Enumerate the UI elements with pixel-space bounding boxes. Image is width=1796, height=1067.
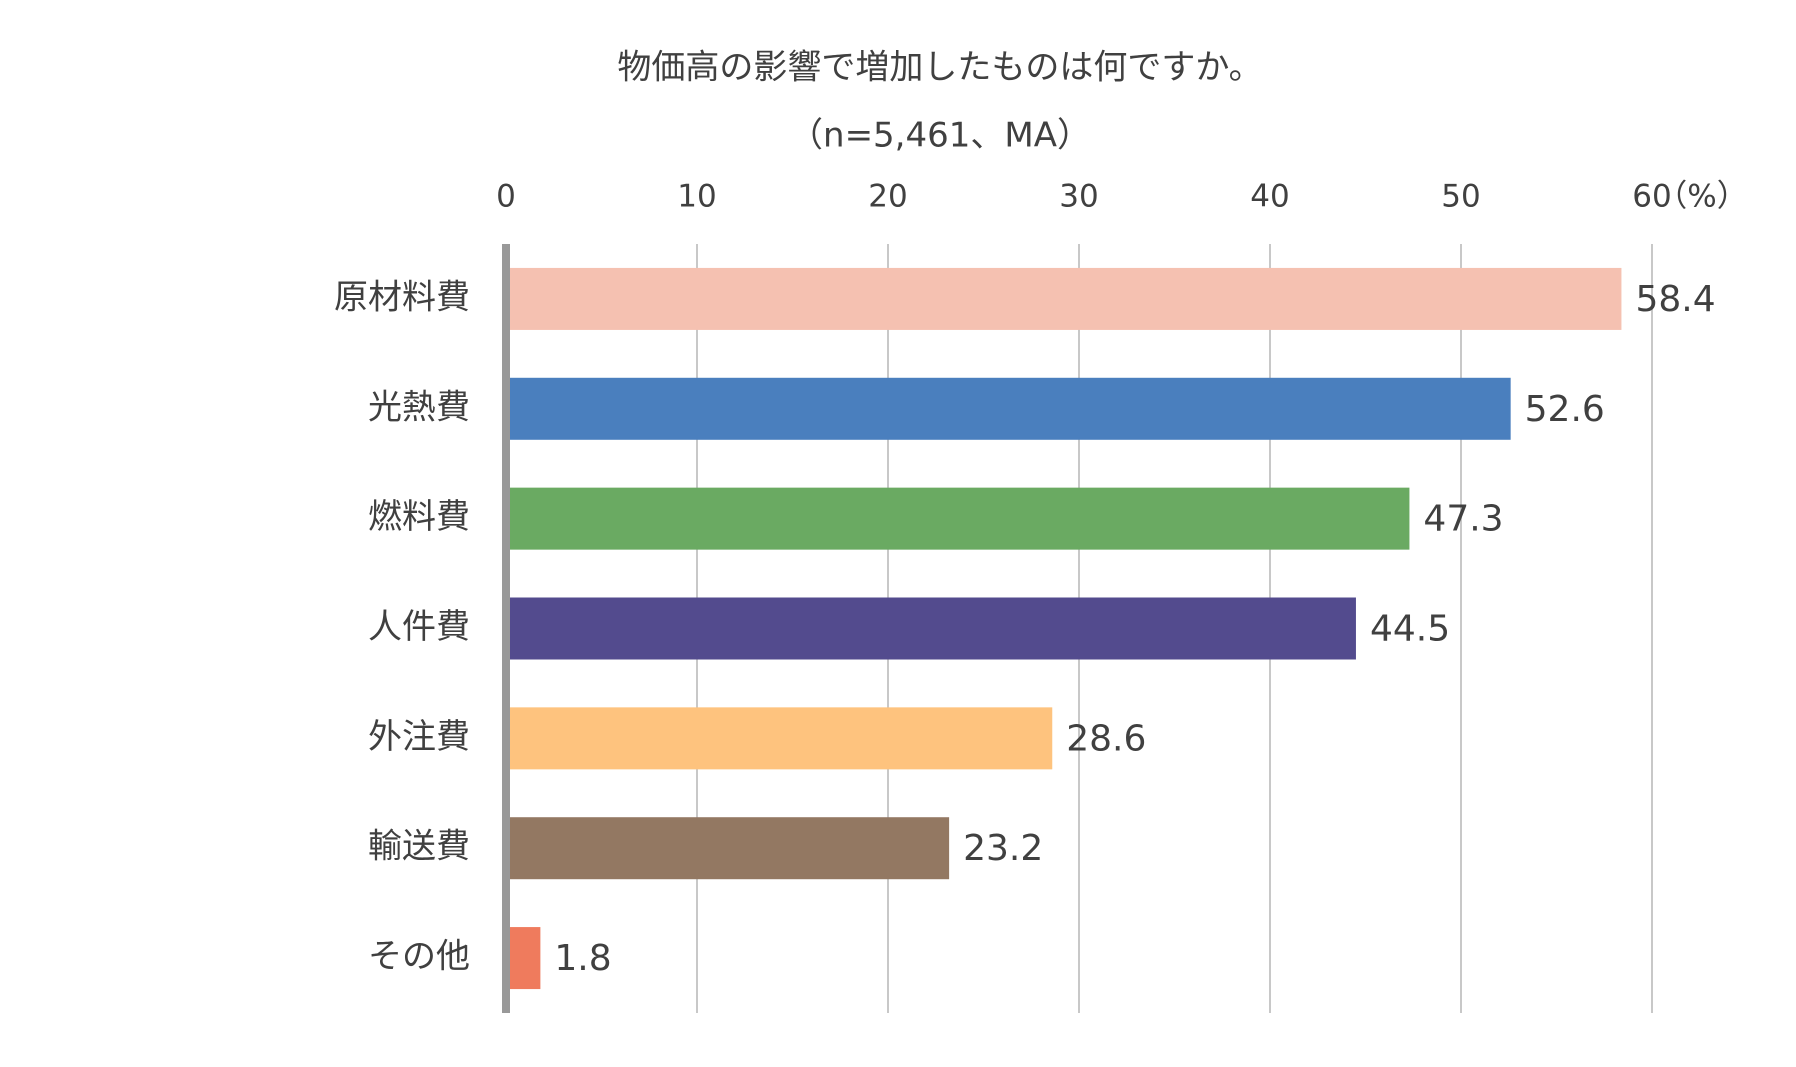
axis-unit: （%）	[1656, 179, 1747, 215]
value-label: 44.5	[1370, 609, 1450, 650]
y-tick-label: 外注費	[368, 717, 470, 757]
x-tick-label: 20	[868, 179, 907, 215]
bar	[506, 707, 1053, 770]
value-label: 1.8	[554, 938, 611, 979]
x-tick-label: 60	[1632, 179, 1671, 215]
x-tick-label: 0	[496, 179, 516, 215]
y-tick-label: 光熱費	[368, 387, 470, 427]
value-label: 52.6	[1525, 389, 1605, 430]
value-label: 23.2	[963, 828, 1043, 869]
bar	[506, 927, 541, 990]
y-tick-label: 原材料費	[334, 277, 470, 317]
value-label: 28.6	[1066, 718, 1146, 759]
y-tick-label: 人件費	[368, 607, 470, 647]
bar	[506, 267, 1622, 330]
bar	[506, 817, 950, 880]
x-tick-label: 10	[677, 179, 716, 215]
value-label: 58.4	[1635, 279, 1715, 320]
y-tick-label: 輸送費	[368, 827, 470, 867]
bar	[506, 487, 1410, 550]
x-tick-label: 40	[1250, 179, 1289, 215]
value-label: 47.3	[1423, 499, 1503, 540]
bar	[506, 377, 1511, 440]
y-tick-label: その他	[368, 937, 470, 977]
chart-title: 物価高の影響で増加したものは何ですか。	[617, 48, 1262, 88]
y-tick-label: 燃料費	[368, 497, 470, 537]
x-tick-label: 50	[1441, 179, 1480, 215]
x-tick-label: 30	[1059, 179, 1098, 215]
bar	[506, 597, 1356, 660]
chart-subtitle: （n=5,461、MA）	[789, 116, 1091, 156]
